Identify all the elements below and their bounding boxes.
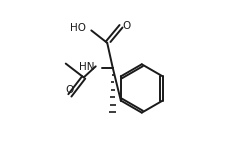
Text: O: O (123, 21, 131, 31)
Text: HO: HO (70, 23, 86, 33)
Text: HN: HN (79, 62, 94, 72)
Text: O: O (65, 85, 73, 95)
